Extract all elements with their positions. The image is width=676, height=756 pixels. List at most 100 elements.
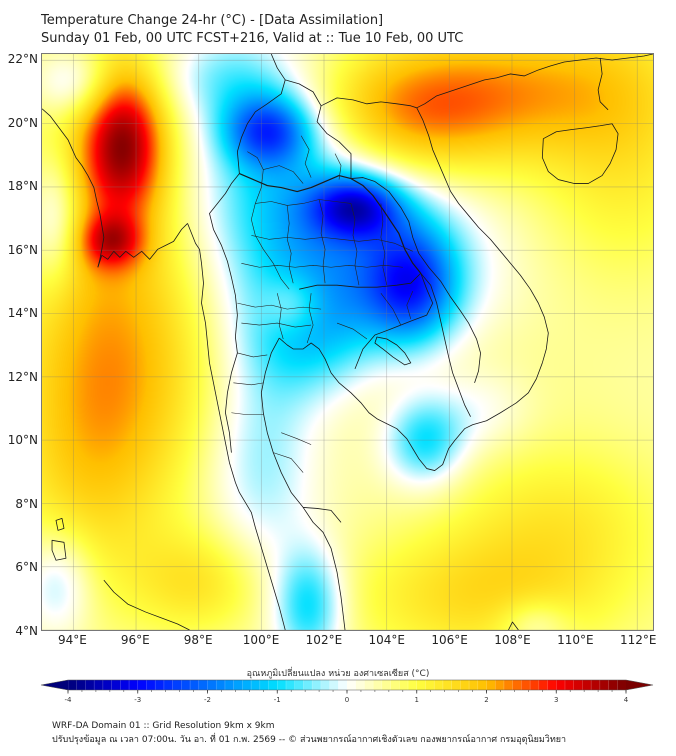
longitude-tick-label: 94°E [57,633,87,647]
colorbar-segment [129,680,139,690]
colorbar-segment [608,680,618,690]
colorbar: -4 -3 -2 -1 0 1 2 3 4 [40,679,654,704]
title-line-1: Temperature Change 24-hr (°C) - [Data As… [41,13,384,28]
colorbar-segment [425,680,435,690]
colorbar-segment [312,680,322,690]
coastline-ayeyarwady-delta [97,223,188,268]
colorbar-segment [172,680,182,690]
colorbar-segment [259,680,269,690]
latitude-tick-label: 6°N [15,560,38,575]
colorbar-segment [416,680,426,690]
coastline-gulf-of-thailand [278,337,386,424]
colorbar-segment [329,680,339,690]
colorbar-segment [251,680,261,690]
colorbar-segment [216,680,226,690]
border-myanmar-thailand [209,173,240,453]
longitude-tick-label: 108°E [494,633,531,647]
colorbar-segment [373,680,383,690]
colorbar-segment [460,680,470,690]
latitude-tick-label: 4°N [15,624,38,638]
colorbar-segment [137,680,147,690]
colorbar-segment [381,680,391,690]
colorbar-segment [399,680,409,690]
colorbar-extend-min-arrow [41,680,68,690]
colorbar-segment [181,680,191,690]
colorbar-segment [111,680,121,690]
colorbar-segment [85,680,95,690]
border-thailand-cambodia [299,272,434,370]
colorbar-segment [538,680,548,690]
colorbar-segment [285,680,295,690]
latitude-tick-label: 14°N [7,306,38,321]
colorbar-segment [102,680,112,690]
colorbar-segment [434,680,444,690]
latitude-tick-label: 16°N [7,242,38,257]
colorbar-segment [268,680,278,690]
colorbar-segment [390,680,400,690]
colorbar-segment [503,680,513,690]
longitude-tick-label: 112°E [620,633,657,647]
latitude-tick-label: 20°N [7,115,38,130]
latitude-tick-label: 12°N [7,369,38,384]
colorbar-segment [190,680,200,690]
coastline-tanintharyi [187,223,240,493]
coastline-vietnam-east [416,107,549,364]
colorbar-tick-label: -2 [204,696,211,704]
coastline-gulf-of-tonkin [416,54,653,109]
colorbar-segment [155,680,165,690]
colorbar-segment [556,680,566,690]
colorbar-segment [277,680,287,690]
longitude-tick-label: 106°E [431,633,468,647]
colorbar-segment [521,680,531,690]
footer-model-info: WRF-DA Domain 01 :: Grid Resolution 9km … [52,721,275,731]
colorbar-segment [573,680,583,690]
colorbar-segment [68,680,78,690]
colorbar-tick-label: -3 [134,696,141,704]
colorbar-segment [364,680,374,690]
colorbar-segment [347,680,357,690]
border-vietnam-china [320,97,417,109]
longitude-tick-label: 100°E [242,633,280,647]
colorbar-tick-label: 2 [484,696,488,704]
latitude-tick-label: 22°N [7,52,38,67]
colorbar-tick-label: 3 [554,696,558,704]
colorbar-segment [303,680,313,690]
colorbar-segment [242,680,252,690]
colorbar-segment [198,680,208,690]
colorbar-segment [469,680,479,690]
colorbar-segment [355,680,365,690]
colorbar-segment [617,680,627,690]
coastline-thai-peninsula-east [260,337,346,630]
colorbar-label: อุณหภูมิเปลี่ยนแปลง หน่วย องศาเซลเซียส (… [246,669,430,679]
tonle-sap-lake [374,336,412,366]
coastline-andaman [51,517,67,561]
colorbar-segment [94,680,104,690]
border-thailand-malaysia [303,507,342,523]
chart-title: Temperature Change 24-hr (°C) - [Data As… [41,12,463,48]
title-line-2: Sunday 01 Feb, 00 UTC FCST+216, Valid at… [41,31,464,46]
colorbar-segment [76,680,86,690]
border-laos-vietnam [350,177,481,383]
colorbar-tick-label: -1 [274,696,281,704]
colorbar-segment [599,680,609,690]
colorbar-tick-label: 0 [345,696,349,704]
province-borders [231,135,414,473]
footer: WRF-DA Domain 01 :: Grid Resolution 9km … [52,719,566,747]
colorbar-tick-label: -4 [65,696,73,704]
colorbar-segment [451,680,461,690]
map-panel[interactable] [41,53,654,631]
coastline-cambodia-vietnam [384,362,543,471]
latitude-tick-label: 8°N [15,496,38,511]
colorbar-segment [120,680,130,690]
colorbar-segment [530,680,540,690]
coastline-rakhine [42,108,105,268]
colorbar-segment [477,680,487,690]
coastline-leizhou [597,57,609,111]
border-myanmar-china [236,54,286,174]
colorbar-tick-label: 1 [415,696,419,704]
colorbar-segment [408,680,418,690]
longitude-tick-label: 98°E [183,633,213,647]
latitude-tick-label: 18°N [7,179,38,194]
coastline-hainan [541,123,619,184]
colorbar-segment [591,680,601,690]
